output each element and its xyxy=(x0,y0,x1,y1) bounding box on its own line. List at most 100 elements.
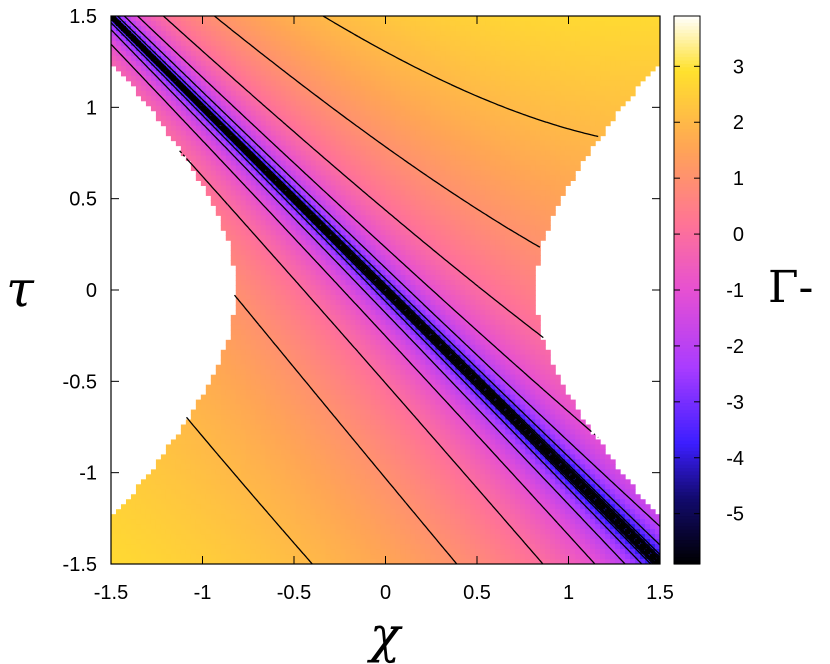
heatmap-cell xyxy=(295,554,302,560)
heatmap-cell xyxy=(325,80,332,87)
heatmap-cell xyxy=(315,120,322,127)
heatmap-cell xyxy=(260,309,267,316)
heatmap-cell xyxy=(215,75,222,82)
heatmap-cell xyxy=(225,494,232,500)
heatmap-cell xyxy=(280,155,287,162)
heatmap-cell xyxy=(245,55,252,62)
heatmap-cell xyxy=(185,529,192,535)
heatmap-cell xyxy=(390,459,397,465)
heatmap-cell xyxy=(255,434,262,441)
heatmap-cell xyxy=(245,514,252,520)
heatmap-cell xyxy=(180,125,187,132)
heatmap-cell xyxy=(370,155,377,162)
heatmap-cell xyxy=(350,444,357,451)
heatmap-cell xyxy=(180,130,187,137)
heatmap-cell xyxy=(305,494,312,500)
heatmap-cell xyxy=(115,65,122,72)
heatmap-cell xyxy=(120,529,127,535)
heatmap-cell xyxy=(150,35,157,42)
heatmap-cell xyxy=(345,90,352,97)
heatmap-cell xyxy=(325,509,332,515)
heatmap-cell xyxy=(290,464,297,470)
heatmap-cell xyxy=(190,125,197,132)
heatmap-cell xyxy=(190,20,197,27)
heatmap-cell xyxy=(335,45,342,52)
heatmap-cell xyxy=(390,155,397,162)
heatmap-cell xyxy=(310,559,317,564)
heatmap-cell xyxy=(270,459,277,465)
heatmap-cell xyxy=(360,394,367,401)
heatmap-cell xyxy=(385,409,392,416)
heatmap-cell xyxy=(140,55,147,62)
heatmap-cell xyxy=(300,125,307,132)
heatmap-cell xyxy=(175,489,182,495)
heatmap-cell xyxy=(390,394,397,401)
heatmap-cell xyxy=(385,399,392,406)
heatmap-cell xyxy=(370,145,377,152)
heatmap-cell xyxy=(390,449,397,455)
heatmap-cell xyxy=(115,549,122,555)
heatmap-cell xyxy=(320,100,327,107)
heatmap-cell xyxy=(300,50,307,57)
heatmap-cell xyxy=(360,544,367,550)
heatmap-cell xyxy=(355,559,362,564)
heatmap-cell xyxy=(275,494,282,500)
heatmap-cell xyxy=(175,120,182,127)
heatmap-cell xyxy=(370,529,377,535)
heatmap-cell xyxy=(225,140,232,147)
heatmap-cell xyxy=(330,549,337,555)
heatmap-cell xyxy=(190,110,197,117)
heatmap-cell xyxy=(375,484,382,490)
heatmap-cell xyxy=(315,205,322,211)
heatmap-cell xyxy=(390,509,397,515)
heatmap-cell xyxy=(260,190,267,196)
heatmap-cell xyxy=(290,45,297,52)
heatmap-cell xyxy=(360,379,367,386)
heatmap-cell xyxy=(235,389,242,396)
heatmap-cell xyxy=(130,549,137,555)
heatmap-cell xyxy=(250,329,257,336)
heatmap-cell xyxy=(245,494,252,500)
heatmap-cell xyxy=(200,145,207,152)
heatmap-cell xyxy=(215,414,222,421)
heatmap-cell xyxy=(385,65,392,72)
heatmap-cell xyxy=(370,419,377,426)
heatmap-cell xyxy=(215,504,222,510)
heatmap-cell xyxy=(350,100,357,107)
heatmap-cell xyxy=(385,160,392,167)
heatmap-cell xyxy=(265,484,272,490)
heatmap-cell xyxy=(345,115,352,122)
heatmap-cell xyxy=(385,280,392,286)
heatmap-cell xyxy=(150,504,157,510)
heatmap-cell xyxy=(250,369,257,376)
heatmap-cell xyxy=(380,150,387,157)
heatmap-cell xyxy=(180,110,187,117)
heatmap-cell xyxy=(250,210,257,216)
heatmap-cell xyxy=(250,195,257,201)
heatmap-cell xyxy=(190,115,197,122)
heatmap-cell xyxy=(390,55,397,62)
heatmap-cell xyxy=(195,549,202,555)
heatmap-cell xyxy=(220,444,227,451)
heatmap-cell xyxy=(205,509,212,515)
heatmap-cell xyxy=(400,130,407,137)
heatmap-cell xyxy=(270,559,277,564)
heatmap-cell xyxy=(370,165,377,172)
heatmap-cell xyxy=(275,195,282,201)
heatmap-cell xyxy=(395,100,402,107)
heatmap-cell xyxy=(180,469,187,475)
heatmap-cell xyxy=(375,40,382,47)
heatmap-cell xyxy=(350,344,357,351)
heatmap-cell xyxy=(345,379,352,386)
heatmap-cell xyxy=(250,110,257,117)
heatmap-cell xyxy=(195,145,202,152)
heatmap-cell xyxy=(375,135,382,142)
heatmap-cell xyxy=(245,205,252,211)
heatmap-cell xyxy=(325,205,332,211)
heatmap-cell xyxy=(275,379,282,386)
heatmap-cell xyxy=(345,424,352,431)
heatmap-cell xyxy=(395,50,402,57)
heatmap-cell xyxy=(300,539,307,545)
heatmap-cell xyxy=(111,45,117,52)
heatmap-cell xyxy=(210,70,217,77)
